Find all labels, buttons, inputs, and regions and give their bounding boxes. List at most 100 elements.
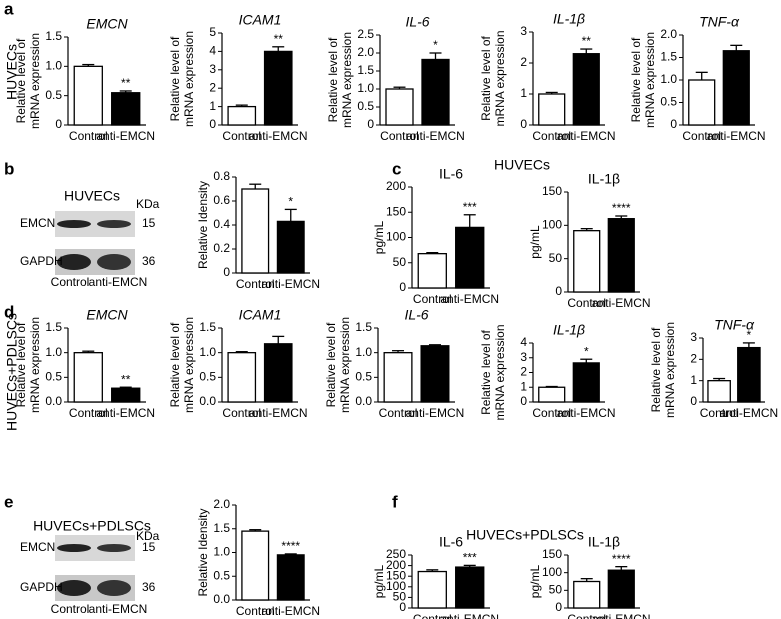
significance: ** [274,32,284,46]
chart-title: IL-1β [553,11,585,27]
y-tick-label: 0 [555,600,562,614]
x-tick-label: anti-EMCN [592,612,651,619]
y-tick-label: 0 [223,265,230,279]
chart-title: ICAM1 [239,12,282,28]
y-axis-label: mRNA expression [28,317,42,413]
y-tick-label: 150 [386,568,406,582]
band-label: EMCN [20,216,55,230]
bar [227,352,257,403]
bar [263,50,293,126]
y-tick-label: 0.5 [45,370,62,384]
y-axis-label: mRNA expression [340,32,354,128]
significance: *** [463,551,477,565]
band [57,544,91,552]
y-axis-label: Relative Idensity [196,181,210,269]
y-tick-label: 200 [386,179,406,193]
group-title: HUVECs+PDLSCs [466,527,584,543]
x-tick-label: Control [380,129,419,143]
y-tick-label: 0.0 [199,394,216,408]
y-axis-label: Relative level of [479,329,493,414]
y-axis-label: mRNA expression [182,31,196,127]
bar [688,79,716,126]
y-tick-label: 0 [520,394,527,408]
chart-title: IL-1β [553,322,585,338]
y-tick-label: 4 [209,44,216,58]
y-axis-label: mRNA expression [338,317,352,413]
band [57,220,91,228]
y-tick-label: 50 [549,251,563,265]
chart-title: IL-6 [405,14,429,30]
y-tick-label: 100 [386,579,406,593]
y-tick-label: 1.0 [45,345,62,359]
band-size: 36 [142,580,156,594]
y-axis-label: Relative level of [326,37,340,122]
y-tick-label: 1.0 [357,81,374,95]
y-tick-label: 0.5 [355,370,372,384]
y-tick-label: 200 [386,558,406,572]
y-tick-label: 1 [520,86,527,100]
y-tick-label: 0 [399,600,406,614]
bar [111,387,141,403]
chart-title: IL-6 [439,166,463,182]
bar [538,93,566,126]
x-tick-label: anti-EMCN [440,612,499,619]
y-tick-label: 1.5 [45,320,62,334]
y-axis-label: Relative level of [629,37,643,122]
significance: ** [582,34,592,48]
band-label: GAPDH [20,580,63,594]
significance: **** [281,539,300,553]
x-tick-label: Control [532,406,571,420]
y-axis-label: Relative Idensity [196,508,210,596]
x-tick-label: anti-EMCN [557,406,616,420]
x-tick-label: anti-EMCN [406,129,465,143]
y-tick-label: 100 [386,230,406,244]
y-tick-label: 0.5 [357,99,374,113]
bar [417,570,447,609]
y-tick-label: 3 [520,24,527,38]
panel-label: c [392,159,401,178]
y-tick-label: 1.5 [213,521,230,535]
bar [241,188,270,274]
bar [263,343,293,403]
y-tick-label: 2 [209,80,216,94]
band [97,220,131,228]
x-tick-label: anti-EMCN [707,129,766,143]
x-tick-label: Control [567,612,606,619]
band [57,254,91,270]
y-tick-label: 1.0 [660,72,677,86]
bar [385,88,414,126]
blot-title: HUVECs+PDLSCs [33,518,151,534]
y-tick-label: 2.0 [357,45,374,59]
y-axis-label: Relative level of [649,327,663,412]
x-tick-label: Control [69,406,108,420]
blot-title: HUVECs [64,188,120,204]
x-tick-label: anti-EMCN [406,406,465,420]
y-tick-label: 1 [520,379,527,393]
x-tick-label: Control [222,129,261,143]
y-tick-label: 0 [399,280,406,294]
bar [111,92,141,126]
significance: * [747,328,752,342]
lane-label: anti-EMCN [89,602,148,616]
bar [572,362,600,403]
bar [73,352,103,403]
y-tick-label: 2 [690,352,697,366]
band [97,544,131,552]
chart-title: EMCN [86,16,128,32]
y-tick-label: 2 [520,55,527,69]
x-tick-label: Control [222,406,261,420]
y-tick-label: 50 [393,255,407,269]
x-tick-label: anti-EMCN [440,292,499,306]
y-tick-label: 1.5 [199,320,216,334]
y-axis-label: pg/mL [372,565,386,599]
y-tick-label: 1 [690,373,697,387]
x-tick-label: Control [682,129,721,143]
significance: ** [121,372,131,386]
y-tick-label: 0 [367,117,374,131]
x-tick-label: anti-EMCN [720,406,779,420]
chart-title: ICAM1 [239,307,282,323]
x-tick-label: anti-EMCN [592,296,651,310]
y-tick-label: 0 [520,117,527,131]
band-size: 15 [142,540,156,554]
bar [722,50,750,126]
